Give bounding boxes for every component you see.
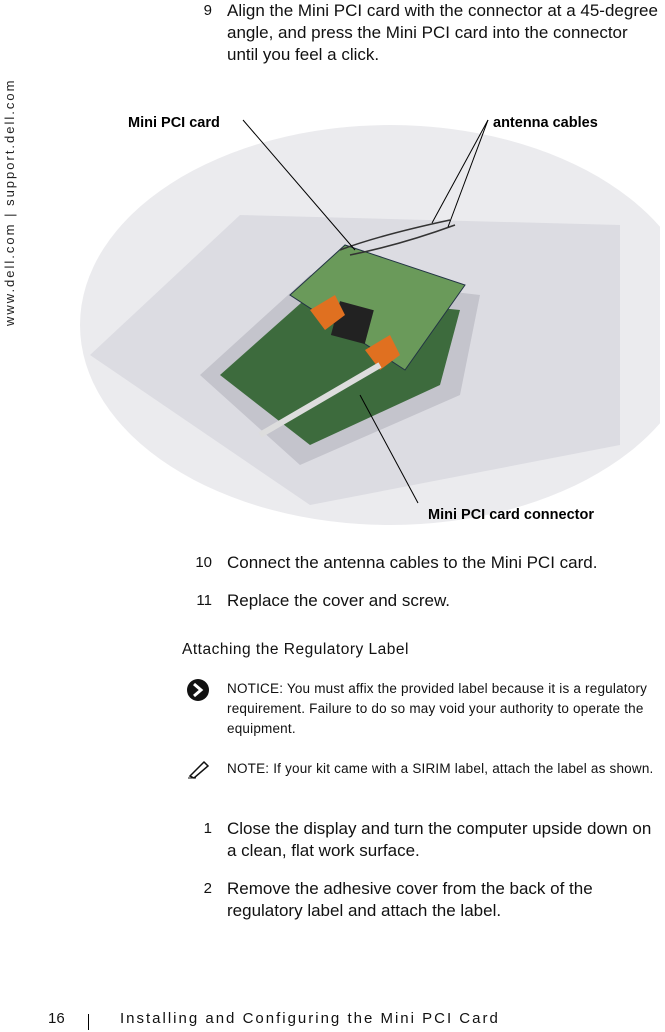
note-icon [188, 760, 210, 779]
note: NOTE: If your kit came with a SIRIM labe… [227, 759, 665, 779]
step-text: Align the Mini PCI card with the connect… [227, 1, 658, 64]
page-number: 16 [48, 1010, 65, 1027]
step-number: 10 [195, 554, 212, 571]
note-label: NOTE: [227, 761, 270, 776]
sidebar: www.dell.com | support.dell.com [2, 79, 17, 327]
footer-divider [88, 1014, 89, 1030]
step-text: Replace the cover and screw. [227, 591, 451, 610]
step-number: 9 [203, 2, 212, 19]
step-text: Connect the antenna cables to the Mini P… [227, 553, 598, 572]
figure-label: Mini PCI card [128, 115, 220, 131]
figure-label: Mini PCI card connector [428, 507, 594, 523]
section-heading: Attaching the Regulatory Label [182, 641, 409, 658]
notice-label: NOTICE: [227, 681, 284, 696]
notice-text: You must affix the provided label becaus… [227, 681, 648, 736]
figure: Mini PCI card antenna cables Mini PCI ca… [80, 115, 660, 525]
note-text: If your kit came with a SIRIM label, att… [273, 761, 654, 776]
step-number: 11 [196, 592, 212, 609]
footer-title: Installing and Configuring the Mini PCI … [120, 1010, 500, 1027]
step-text: Remove the adhesive cover from the back … [227, 879, 593, 920]
step-number: 1 [203, 820, 212, 837]
step-number: 2 [203, 880, 212, 897]
notice-icon [187, 679, 209, 701]
figure-label: antenna cables [493, 115, 598, 131]
step-text: Close the display and turn the computer … [227, 819, 652, 860]
notice: NOTICE: You must affix the provided labe… [227, 679, 665, 739]
sidebar-text: www.dell.com | support.dell.com [2, 79, 17, 327]
